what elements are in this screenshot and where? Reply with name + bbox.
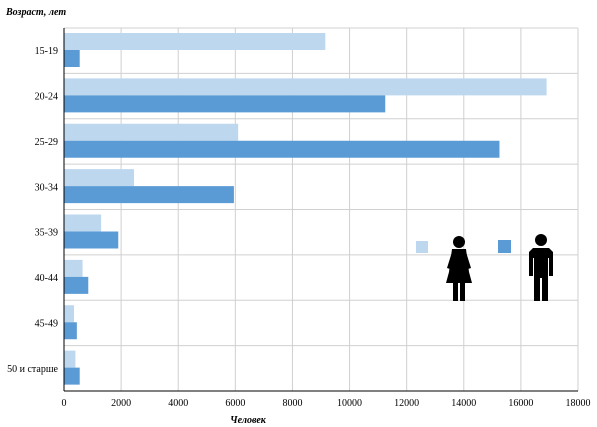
bar-male [64, 276, 89, 294]
bar-female [64, 78, 547, 96]
y-tick-label: 45-49 [35, 318, 58, 329]
x-tick-label: 4000 [168, 398, 188, 409]
woman-icon [446, 236, 472, 301]
bar-male [64, 231, 119, 249]
bar-male [64, 50, 80, 67]
x-tick-label: 10000 [337, 398, 362, 409]
bar-male [64, 322, 77, 340]
y-tick-label: 50 и старше [7, 364, 58, 375]
bar-female [64, 259, 83, 277]
bar-female [64, 33, 326, 50]
bar-female [64, 350, 76, 368]
x-tick-label: 12000 [394, 398, 419, 409]
y-tick-label: 40-44 [35, 273, 58, 284]
man-icon [529, 234, 553, 301]
bar-female [64, 305, 74, 323]
bar-male [64, 186, 234, 204]
x-tick-label: 0 [62, 398, 67, 409]
bar-female [64, 169, 134, 187]
x-tick-label: 6000 [225, 398, 245, 409]
x-tick-label: 14000 [451, 398, 476, 409]
bar-female [64, 214, 102, 232]
y-tick-label: 30-34 [35, 182, 58, 193]
x-axis-title: Человек [230, 415, 267, 426]
bar-female [64, 123, 239, 141]
y-tick-label: 25-29 [35, 137, 58, 148]
bar-male [64, 140, 500, 158]
legend-swatch-female [416, 241, 428, 253]
y-tick-label: 35-39 [35, 228, 58, 239]
x-tick-label: 2000 [111, 398, 131, 409]
x-tick-label: 8000 [282, 398, 302, 409]
x-tick-label: 18000 [566, 398, 591, 409]
bar-male [64, 367, 80, 385]
y-axis-title: Возраст, лет [5, 7, 66, 18]
legend [416, 234, 553, 301]
y-tick-label: 15-19 [35, 46, 58, 57]
y-tick-label: 20-24 [35, 92, 58, 103]
x-tick-label: 16000 [508, 398, 533, 409]
bar-male [64, 95, 386, 113]
legend-swatch-male [498, 240, 511, 253]
